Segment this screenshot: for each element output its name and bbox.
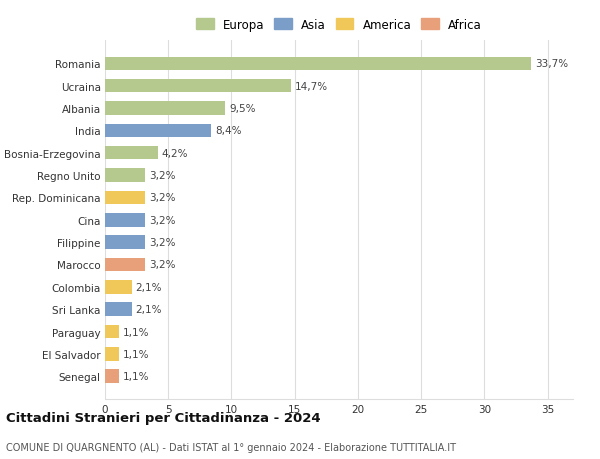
Text: 2,1%: 2,1%	[136, 282, 162, 292]
Bar	[105, 303, 131, 316]
Bar	[105, 124, 211, 138]
Bar	[105, 325, 119, 338]
Bar	[105, 280, 131, 294]
Bar	[105, 191, 145, 205]
Bar	[105, 147, 158, 160]
Bar	[105, 258, 145, 272]
Text: 14,7%: 14,7%	[295, 82, 328, 91]
Text: 2,1%: 2,1%	[136, 304, 162, 314]
Bar	[105, 213, 145, 227]
Text: 1,1%: 1,1%	[123, 371, 149, 381]
Bar	[105, 169, 145, 182]
Text: 9,5%: 9,5%	[229, 104, 256, 114]
Bar	[105, 347, 119, 361]
Legend: Europa, Asia, America, Africa: Europa, Asia, America, Africa	[193, 15, 485, 35]
Bar	[105, 57, 531, 71]
Text: 8,4%: 8,4%	[215, 126, 242, 136]
Text: 1,1%: 1,1%	[123, 349, 149, 359]
Text: 3,2%: 3,2%	[149, 215, 176, 225]
Text: 33,7%: 33,7%	[535, 59, 568, 69]
Bar	[105, 236, 145, 249]
Bar	[105, 80, 291, 93]
Text: Cittadini Stranieri per Cittadinanza - 2024: Cittadini Stranieri per Cittadinanza - 2…	[6, 412, 320, 425]
Text: 3,2%: 3,2%	[149, 193, 176, 203]
Text: 4,2%: 4,2%	[162, 148, 188, 158]
Text: 1,1%: 1,1%	[123, 327, 149, 337]
Bar	[105, 369, 119, 383]
Text: 3,2%: 3,2%	[149, 260, 176, 270]
Bar	[105, 102, 225, 116]
Text: 3,2%: 3,2%	[149, 238, 176, 247]
Text: 3,2%: 3,2%	[149, 171, 176, 181]
Text: COMUNE DI QUARGNENTO (AL) - Dati ISTAT al 1° gennaio 2024 - Elaborazione TUTTITA: COMUNE DI QUARGNENTO (AL) - Dati ISTAT a…	[6, 442, 456, 452]
